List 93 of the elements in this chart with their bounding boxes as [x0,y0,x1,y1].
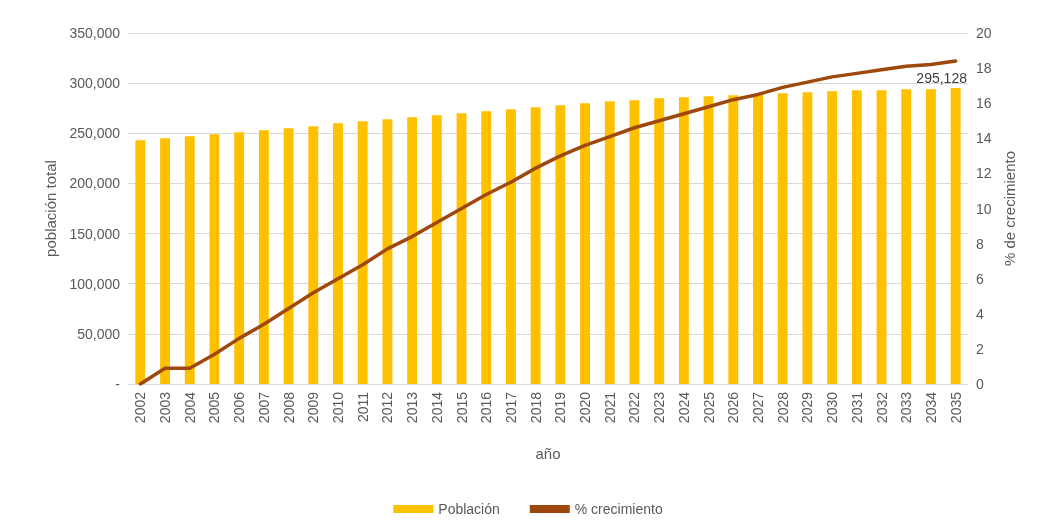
x-tick-label: 2005 [206,391,223,424]
x-tick-label: 2028 [774,391,791,424]
bar [629,100,640,384]
bar [678,97,689,384]
x-tick-label: 2032 [873,391,890,424]
data-label: 295,128 [916,70,968,87]
x-axis-title: año [535,445,561,462]
bar [333,123,343,384]
bar [851,90,862,384]
bar [926,89,936,384]
y2-tick-label: 0 [976,376,984,392]
x-tick-label: 2022 [626,391,643,424]
bar [703,96,714,384]
x-tick-label: 2033 [898,391,915,424]
bar [407,117,418,384]
x-tick-label: 2026 [725,391,742,424]
y-tick-label: - [115,376,121,392]
y-axis-title: población total [42,160,60,257]
bar [728,95,739,384]
y-tick-label: 50,000 [77,325,121,342]
bar [258,130,269,384]
bar [357,121,368,384]
bar [234,132,245,384]
bar [184,136,195,384]
y2-tick-label: 16 [976,95,992,112]
bar [530,107,541,384]
x-tick-label: 2018 [527,391,544,424]
x-tick-label: 2031 [848,391,865,424]
bar [431,115,442,384]
x-tick-label: 2013 [404,391,421,424]
x-tick-label: 2009 [305,391,322,424]
y2-tick-label: 18 [976,60,992,77]
x-tick-label: 2025 [700,391,717,424]
y2-tick-label: 12 [976,165,992,182]
x-tick-label: 2016 [478,391,495,424]
x-tick-label: 2020 [577,391,594,424]
x-tick-label: 2030 [824,391,841,424]
x-tick-label: 2012 [379,391,396,424]
bar [555,105,566,384]
y2-tick-label: 10 [976,200,992,217]
x-tick-label: 2021 [601,391,618,424]
x-tick-label: 2027 [750,391,766,424]
bar [506,109,516,384]
y-tick-label: 250,000 [69,125,121,142]
bar [456,113,467,384]
bar [950,88,961,384]
y-tick-label: 100,000 [69,275,121,292]
bar [481,111,492,384]
bar [777,93,788,384]
x-tick-label: 2014 [428,391,445,424]
bar [308,126,319,384]
bar [654,98,665,384]
y2-axis-title: % de crecimiento [1001,150,1019,267]
y2-tick-label: 6 [976,270,984,287]
bar [802,92,813,384]
y-tick-label: 200,000 [69,175,121,192]
bar [209,134,220,384]
legend-label: Población [438,501,500,517]
x-tick-label: 2035 [947,391,964,424]
x-tick-label: 2008 [280,391,297,424]
bar [876,90,887,384]
x-tick-label: 2006 [231,391,248,424]
y2-tick-label: 8 [976,235,984,252]
y-tick-label: 300,000 [69,75,121,92]
x-tick-label: 2034 [922,391,939,424]
bar [160,138,170,384]
bar [283,128,294,384]
x-tick-label: 2002 [132,391,149,424]
y2-tick-label: 20 [976,25,992,41]
y-tick-label: 150,000 [69,225,121,242]
bar [604,101,615,384]
x-tick-label: 2003 [157,391,174,424]
y2-tick-label: 2 [976,340,984,357]
x-tick-label: 2017 [502,391,519,424]
bar [753,94,763,384]
x-tick-label: 2015 [453,391,470,424]
x-tick-label: 2010 [330,391,346,424]
x-tick-label: 2007 [255,391,272,424]
bar [901,89,912,384]
x-tick-label: 2023 [651,391,668,424]
x-tick-label: 2004 [181,391,198,424]
x-tick-label: 2011 [354,391,371,423]
bar [580,103,590,384]
x-tick-label: 2019 [552,391,569,424]
x-tick-label: 2029 [799,391,816,424]
y-tick-label: 350,000 [69,25,121,41]
y2-tick-label: 14 [976,130,992,147]
x-tick-label: 2024 [675,391,692,424]
bar [382,119,393,384]
y2-tick-label: 4 [976,305,984,322]
bar [827,91,838,384]
bar [135,140,146,384]
legend-label: % crecimiento [574,501,663,517]
